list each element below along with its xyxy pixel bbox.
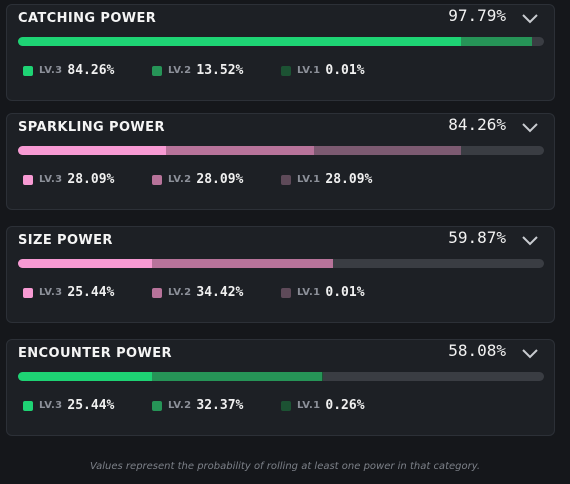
legend-level: LV.2 [168, 174, 192, 185]
legend-level: LV.3 [39, 400, 63, 411]
legend-swatch [152, 174, 162, 185]
legend-level: LV.3 [39, 287, 63, 298]
power-card-catching: CATCHING POWER 97.79% LV.3 84.26% LV.2 13.… [6, 4, 555, 101]
legend-swatch [281, 400, 291, 411]
legend-level: LV.3 [39, 65, 63, 76]
bar-segment-lv1 [322, 372, 324, 381]
legend-value: 0.01% [325, 63, 365, 78]
probability-bar [18, 146, 544, 155]
card-title: ENCOUNTER POWER [18, 346, 172, 361]
card-total-percentage: 84.26% [448, 115, 506, 134]
legend-swatch [152, 65, 162, 76]
card-total-percentage: 97.79% [448, 6, 506, 25]
legend-level: LV.1 [297, 400, 321, 411]
card-total-percentage: 58.08% [448, 341, 506, 360]
legend-item-lv1: LV.1 0.01% [281, 63, 365, 78]
legend-item-lv2: LV.2 28.09% [152, 172, 281, 187]
legend-level: LV.2 [168, 65, 192, 76]
legend-item-lv2: LV.2 34.42% [152, 285, 281, 300]
legend-swatch [152, 287, 162, 298]
legend-item-lv1: LV.1 0.01% [281, 285, 365, 300]
chevron-down-icon[interactable] [520, 120, 540, 134]
legend-value: 25.44% [67, 285, 115, 300]
bar-segment-lv3 [18, 146, 166, 155]
legend-level: LV.2 [168, 400, 192, 411]
bar-segment-lv2 [151, 259, 333, 268]
legend-value: 25.44% [67, 398, 115, 413]
legend-swatch [281, 287, 291, 298]
probability-bar [18, 37, 544, 46]
legend-value: 0.01% [325, 285, 365, 300]
legend-value: 28.09% [67, 172, 115, 187]
card-title: SIZE POWER [18, 233, 113, 248]
legend-value: 34.42% [196, 285, 244, 300]
legend-swatch [281, 65, 291, 76]
bar-segment-lv2 [461, 37, 533, 46]
chevron-down-icon[interactable] [520, 346, 540, 360]
legend-item-lv2: LV.2 13.52% [152, 63, 281, 78]
probability-bar [18, 372, 544, 381]
bar-segment-lv3 [18, 37, 462, 46]
legend-item-lv3: LV.3 25.44% [23, 285, 152, 300]
legend-item-lv1: LV.1 0.26% [281, 398, 365, 413]
card-total-percentage: 59.87% [448, 228, 506, 247]
legend-item-lv3: LV.3 25.44% [23, 398, 152, 413]
legend-level: LV.2 [168, 287, 192, 298]
legend-value: 32.37% [196, 398, 244, 413]
footnote: Values represent the probability of roll… [89, 461, 481, 472]
level-legend: LV.3 84.26% LV.2 13.52% LV.1 0.01% [23, 63, 365, 78]
bar-segment-lv3 [18, 259, 152, 268]
legend-value: 13.52% [196, 63, 244, 78]
legend-level: LV.1 [297, 65, 321, 76]
legend-item-lv2: LV.2 32.37% [152, 398, 281, 413]
legend-value: 28.09% [325, 172, 373, 187]
legend-value: 28.09% [196, 172, 244, 187]
legend-swatch [23, 174, 33, 185]
power-card-sparkling: SPARKLING POWER 84.26% LV.3 28.09% LV.2 28… [6, 113, 555, 210]
level-legend: LV.3 28.09% LV.2 28.09% LV.1 28.09% [23, 172, 372, 187]
power-card-size: SIZE POWER 59.87% LV.3 25.44% LV.2 34.42% … [6, 226, 555, 323]
legend-swatch [281, 174, 291, 185]
level-legend: LV.3 25.44% LV.2 34.42% LV.1 0.01% [23, 285, 365, 300]
chevron-down-icon[interactable] [520, 233, 540, 247]
bar-segment-lv2 [151, 372, 323, 381]
legend-swatch [152, 400, 162, 411]
legend-swatch [23, 65, 33, 76]
legend-swatch [23, 287, 33, 298]
legend-level: LV.1 [297, 287, 321, 298]
level-legend: LV.3 25.44% LV.2 32.37% LV.1 0.26% [23, 398, 365, 413]
card-title: CATCHING POWER [18, 11, 157, 26]
chevron-down-icon[interactable] [520, 11, 540, 25]
bar-segment-lv2 [165, 146, 314, 155]
legend-item-lv3: LV.3 28.09% [23, 172, 152, 187]
bar-segment-lv3 [18, 372, 152, 381]
legend-item-lv3: LV.3 84.26% [23, 63, 152, 78]
legend-level: LV.1 [297, 174, 321, 185]
legend-value: 84.26% [67, 63, 115, 78]
card-title: SPARKLING POWER [18, 120, 165, 135]
power-card-encounter: ENCOUNTER POWER 58.08% LV.3 25.44% LV.2 32… [6, 339, 555, 436]
probability-bar [18, 259, 544, 268]
legend-value: 0.26% [325, 398, 365, 413]
bar-segment-lv1 [313, 146, 462, 155]
legend-item-lv1: LV.1 28.09% [281, 172, 372, 187]
legend-level: LV.3 [39, 174, 63, 185]
legend-swatch [23, 400, 33, 411]
